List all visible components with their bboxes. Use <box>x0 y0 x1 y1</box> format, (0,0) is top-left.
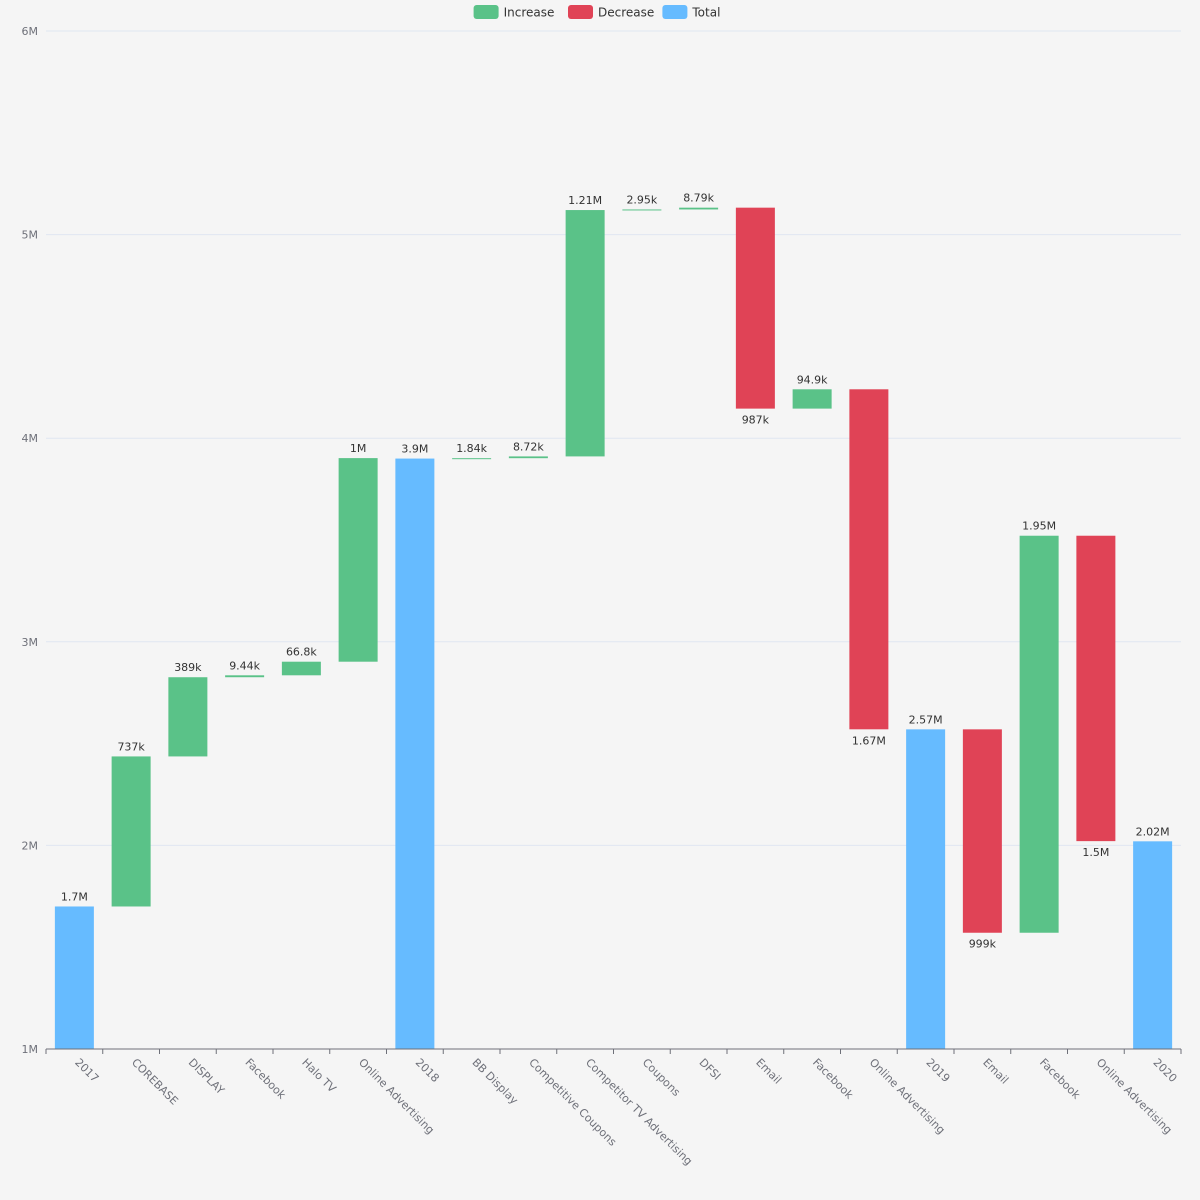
bar-increase[interactable] <box>168 677 208 757</box>
y-axis: 1M 2M 3M 4M 5M 6M <box>22 25 39 1056</box>
bar-value-label: 1.67M <box>852 734 886 747</box>
bar-value-label: 737k <box>117 740 145 753</box>
legend-swatch-total <box>662 5 688 19</box>
bar-increase[interactable] <box>225 675 265 678</box>
bar-total[interactable] <box>54 906 94 1049</box>
x-tick-label: Coupons <box>640 1056 683 1099</box>
bar-value-label: 66.8k <box>286 646 317 659</box>
bar-increase[interactable] <box>338 458 378 662</box>
x-tick-label: COREBASE <box>129 1056 181 1108</box>
x-tick-label: DFSI <box>697 1056 724 1083</box>
legend-swatch-increase <box>473 5 499 19</box>
bar-value-label: 1M <box>350 442 367 455</box>
bar-total[interactable] <box>906 729 946 1049</box>
x-tick-label: Competitor TV Advertising <box>583 1056 695 1168</box>
x-tick-label: Email <box>753 1056 784 1087</box>
bar-value-label: 2.95k <box>626 193 657 206</box>
x-tick-label: Facebook <box>243 1056 289 1102</box>
x-tick-label: Email <box>980 1056 1011 1087</box>
legend-item-decrease[interactable]: Decrease <box>568 5 654 20</box>
y-tick-label: 2M <box>22 839 39 852</box>
bar-increase[interactable] <box>792 389 832 409</box>
y-tick-label: 1M <box>22 1043 39 1056</box>
bar-value-label: 389k <box>174 661 202 674</box>
y-tick-label: 4M <box>22 432 39 445</box>
bar-decrease[interactable] <box>1076 535 1116 842</box>
bar-value-label: 999k <box>969 938 997 951</box>
bar-value-label: 987k <box>742 414 770 427</box>
bar-decrease[interactable] <box>849 389 889 730</box>
bars-layer <box>54 207 1173 1049</box>
x-tick-label: 2020 <box>1151 1056 1180 1085</box>
bar-value-label: 2.57M <box>909 713 943 726</box>
legend-item-total[interactable]: Total <box>662 5 720 20</box>
x-tick-label: 2019 <box>924 1056 953 1085</box>
bar-value-label: 1.5M <box>1082 846 1109 859</box>
x-tick-label: 2018 <box>413 1056 442 1085</box>
legend-item-increase[interactable]: Increase <box>473 5 555 20</box>
bar-increase[interactable] <box>281 661 321 676</box>
bar-value-label: 2.02M <box>1136 825 1170 838</box>
x-tick-label: Halo TV <box>299 1056 339 1096</box>
x-tick-label: Facebook <box>1037 1056 1083 1102</box>
bar-value-label: 1.84k <box>456 442 487 455</box>
x-tick-label: 2017 <box>72 1056 101 1085</box>
bar-value-label: 3.9M <box>401 443 428 456</box>
bar-increase[interactable] <box>1019 535 1059 933</box>
bar-decrease[interactable] <box>962 729 1002 933</box>
bar-value-label: 94.9k <box>797 373 828 386</box>
bar-increase[interactable] <box>679 207 719 210</box>
y-tick-label: 6M <box>22 25 39 38</box>
y-tick-label: 5M <box>22 229 39 242</box>
bar-increase[interactable] <box>111 756 151 907</box>
legend-label-increase: Increase <box>504 6 555 20</box>
bar-increase[interactable] <box>508 456 548 459</box>
legend-label-total: Total <box>691 6 720 20</box>
bar-value-label: 8.72k <box>513 440 544 453</box>
legend-label-decrease: Decrease <box>598 6 654 20</box>
x-tick-label: DISPLAY <box>186 1056 227 1097</box>
grid-lines <box>46 30 1181 846</box>
bar-increase[interactable] <box>565 210 605 457</box>
bar-value-label: 1.21M <box>568 194 602 207</box>
chart-legend: Increase Decrease Total <box>473 5 720 20</box>
bar-value-label: 8.79k <box>683 192 714 205</box>
bar-value-label: 1.7M <box>61 890 88 903</box>
bar-value-label: 9.44k <box>229 659 260 672</box>
bar-increase[interactable] <box>452 458 492 460</box>
bar-total[interactable] <box>1133 841 1173 1049</box>
x-tick-label: BB Display <box>470 1056 521 1107</box>
bar-total[interactable] <box>395 458 435 1049</box>
data-labels-layer: 1.7M 737k 389k 9.44k 66.8k 1M 3.9M 1.84k 8.72k 1.… <box>61 192 1170 951</box>
y-tick-label: 3M <box>22 636 39 649</box>
legend-swatch-decrease <box>568 5 593 19</box>
x-tick-label: Facebook <box>810 1056 856 1102</box>
bar-decrease[interactable] <box>735 207 775 409</box>
x-axis: 2017 COREBASE DISPLAY Facebook Halo TV Online… <box>45 1048 1182 1168</box>
bar-increase[interactable] <box>622 209 662 211</box>
bar-value-label: 1.95M <box>1022 520 1056 533</box>
